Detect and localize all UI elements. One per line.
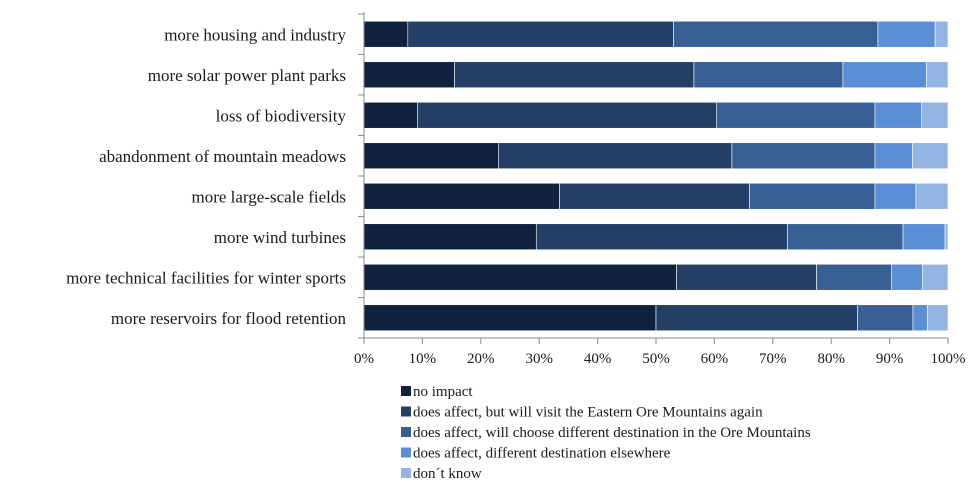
- bar-segment: [676, 263, 817, 291]
- bar-segment: [816, 263, 892, 291]
- category-label: more reservoirs for flood retention: [111, 309, 347, 328]
- bar-segment: [902, 223, 946, 251]
- legend-swatch: [401, 386, 411, 396]
- category-label: loss of biodiversity: [216, 106, 347, 125]
- bar-segment: [891, 263, 923, 291]
- bar-segment: [417, 101, 718, 129]
- bar-segment: [363, 101, 419, 129]
- category-label: more solar power plant parks: [148, 66, 346, 85]
- x-tick-label: 80%: [817, 351, 845, 367]
- category-label: more housing and industry: [164, 25, 346, 44]
- category-labels: more housing and industry more solar powe…: [66, 25, 346, 328]
- bar-segment: [363, 61, 455, 89]
- bar-segment: [716, 101, 876, 129]
- bar-segment: [363, 263, 677, 291]
- category-label: more wind turbines: [214, 228, 346, 247]
- bar-segment: [927, 304, 949, 332]
- bar-segment: [407, 20, 674, 48]
- bar-segment: [874, 182, 917, 210]
- bar-segment: [673, 20, 879, 48]
- bar-segment: [915, 182, 949, 210]
- x-tick-label: 100%: [931, 351, 966, 367]
- x-tick-label: 60%: [701, 351, 729, 367]
- bar-segment: [693, 61, 844, 89]
- category-label: more large-scale fields: [191, 187, 346, 206]
- x-tick-label: 40%: [584, 351, 612, 367]
- legend-label: does affect, different destination elsew…: [413, 446, 671, 462]
- bar-segment: [363, 223, 537, 251]
- bar-segment: [787, 223, 904, 251]
- x-tick-label: 10%: [409, 351, 437, 367]
- x-axis-ticks: 0% 10% 20% 30% 40% 50% 60% 70% 80% 90% 100%: [354, 338, 966, 367]
- bar-segment: [535, 223, 788, 251]
- bar-segment: [731, 142, 876, 170]
- legend-swatch: [401, 447, 411, 458]
- bar-segment: [921, 101, 949, 129]
- x-tick-label: 90%: [876, 351, 904, 367]
- bar-segment: [944, 223, 949, 251]
- bar-segment: [926, 61, 949, 89]
- x-tick-label: 70%: [759, 351, 787, 367]
- x-tick-label: 0%: [354, 351, 374, 367]
- bar-segment: [363, 142, 499, 170]
- x-tick-label: 20%: [467, 351, 495, 367]
- legend-label: does affect, but will visit the Eastern …: [413, 405, 763, 421]
- legend-label: don´t know: [413, 466, 482, 482]
- bar-segment: [559, 182, 750, 210]
- category-label: more technical facilities for winter spo…: [66, 268, 346, 287]
- legend-swatch: [401, 406, 411, 417]
- category-label: abandonment of mountain meadows: [99, 147, 346, 166]
- bar-segment: [363, 20, 409, 48]
- bars-group: [363, 20, 949, 332]
- bar-segment: [934, 20, 949, 48]
- bar-segment: [912, 142, 949, 170]
- bar-segment: [857, 304, 914, 332]
- bar-segment: [363, 304, 657, 332]
- bar-segment: [842, 61, 927, 89]
- bar-segment: [749, 182, 876, 210]
- bar-segment: [922, 263, 949, 291]
- bar-segment: [498, 142, 733, 170]
- bar-segment: [363, 182, 560, 210]
- legend-label: no impact: [413, 384, 473, 400]
- x-tick-label: 50%: [642, 351, 670, 367]
- legend-swatch: [401, 468, 411, 478]
- bar-segment: [454, 61, 695, 89]
- x-tick-label: 30%: [525, 351, 553, 367]
- legend-swatch: [401, 427, 411, 437]
- legend: no impact does affect, but will visit the…: [401, 384, 811, 482]
- bar-segment: [877, 20, 936, 48]
- bar-segment: [912, 304, 928, 332]
- legend-label: does affect, will choose different desti…: [413, 425, 811, 441]
- bar-segment: [874, 142, 913, 170]
- bar-segment: [874, 101, 923, 129]
- bar-segment: [655, 304, 858, 332]
